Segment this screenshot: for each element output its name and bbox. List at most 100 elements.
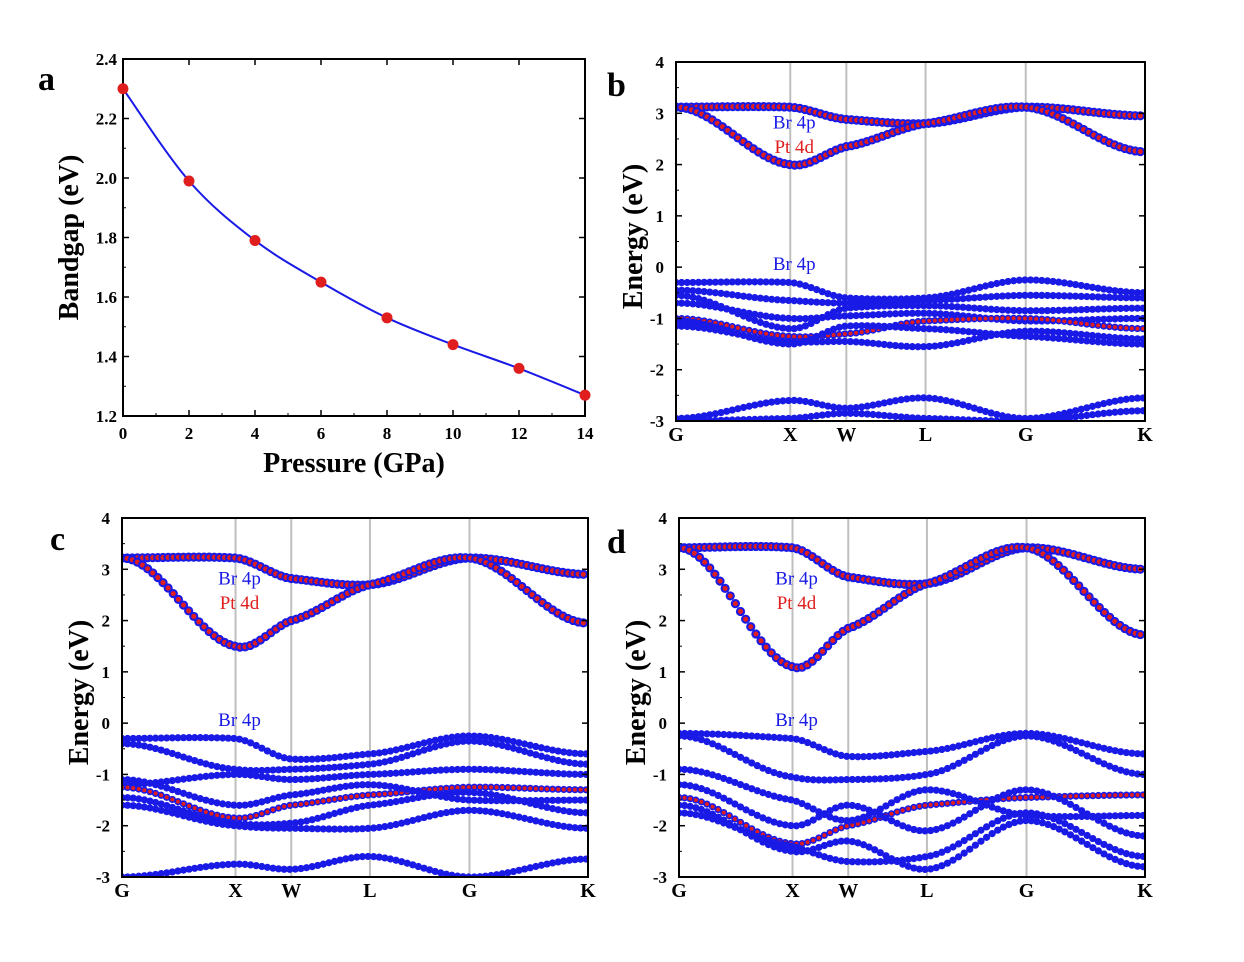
valence-band-point [1061,812,1069,821]
deep-band-point [925,394,933,402]
valence-band-point [168,786,176,794]
valence-band-point [1044,820,1052,829]
valence-band-point [784,325,793,333]
y-axis-label: Energy (eV) [621,620,652,765]
valence-band-point [1055,292,1063,300]
deep-band-point [258,862,266,871]
valence-band-point [831,856,840,864]
valence-band-point [683,299,691,308]
valence-band-point [364,750,372,758]
valence-band-point [1117,315,1125,323]
valence-band-point [804,738,812,747]
valence-band-point [1066,831,1075,839]
valence-band-point [543,819,551,827]
kpoint-label: G [1018,424,1034,446]
valence-band-point [493,734,501,742]
valence-band-point [425,812,434,820]
valence-band-point [960,813,968,821]
valence-band-point [1072,737,1080,745]
valence-band-point [1026,276,1035,284]
valence-band-point [515,746,523,754]
valence-band-point [736,780,745,789]
deep-band-point [1117,396,1125,404]
valence-band-point [714,791,722,800]
valence-band-point [796,280,804,288]
valence-band-point [899,773,907,782]
valence-band-point [146,804,154,812]
valence-band-point [700,320,708,329]
valence-band-point-pt [1107,793,1112,798]
deep-band-point [739,416,748,421]
valence-band-point [936,296,945,304]
valence-band-point [809,741,817,749]
valence-band-point [1111,305,1119,313]
valence-band-point [694,287,703,295]
valence-band-point [537,796,546,805]
valence-band-point-pt [741,327,746,332]
valence-band-point [728,291,736,299]
valence-band-point [936,325,945,333]
valence-band-point [1111,855,1119,864]
valence-band-point-pt [906,806,911,811]
valence-band-point [179,775,188,783]
deep-band-point [784,414,793,421]
valence-band-point [965,286,973,294]
valence-band-point [869,302,877,311]
deep-band-point [914,414,922,421]
valence-band-point [689,278,697,287]
valence-band-point [437,735,445,743]
valence-band-point [498,797,506,805]
valence-band-point-pt [332,797,337,802]
valence-band-point [893,857,901,866]
valence-band-point [179,734,188,742]
deep-band-point [807,412,815,421]
valence-band-point [876,752,884,760]
valence-band-point [325,811,333,819]
valence-band-point-pt [444,786,449,791]
valence-band-point [269,774,277,782]
valence-band-point [948,302,956,311]
valence-band-point [706,302,714,310]
valence-band-point [1105,339,1113,347]
deep-band-point [1043,416,1052,421]
valence-band-point [824,299,832,307]
deep-band-point [903,395,911,403]
valence-band-point-pt [209,811,214,816]
valence-band-point [931,325,939,333]
valence-band-point [521,767,529,776]
conduction-band-point-pt [1091,599,1097,605]
valence-band-point [807,283,815,292]
x-axis-label: Pressure (GPa) [263,448,445,479]
deep-band-point [768,415,776,421]
valence-band-point [837,802,845,810]
conduction-band-point-pt [712,571,718,577]
valence-band-point [1111,764,1119,772]
valence-band-point [291,775,299,784]
valence-band-point [560,822,568,830]
valence-band-point-pt [949,317,954,322]
deep-band-point [1038,416,1046,421]
deep-band-point [1094,410,1102,418]
valence-band-point [582,796,588,804]
deep-band-point [1077,412,1085,420]
valence-band-point [875,322,883,330]
valence-band-point [700,296,708,304]
deep-band-point [1094,401,1102,409]
valence-band-point [731,778,739,787]
valence-band-point [1139,750,1145,758]
valence-band-point [442,808,450,817]
valence-band-point [571,796,579,804]
valence-band-point [565,749,573,757]
valence-band-point [886,310,894,318]
valence-band-point [882,857,890,865]
valence-band-point [1061,828,1069,836]
deep-band-point [813,412,821,420]
valence-band-point [336,772,344,781]
valence-band-point-pt [699,799,704,804]
valence-band-point [807,319,815,328]
valence-band-point [247,739,255,747]
valence-band-point [703,769,711,777]
valence-band-point [140,803,148,811]
valence-band-point [314,755,322,763]
valence-band-point [235,801,244,809]
